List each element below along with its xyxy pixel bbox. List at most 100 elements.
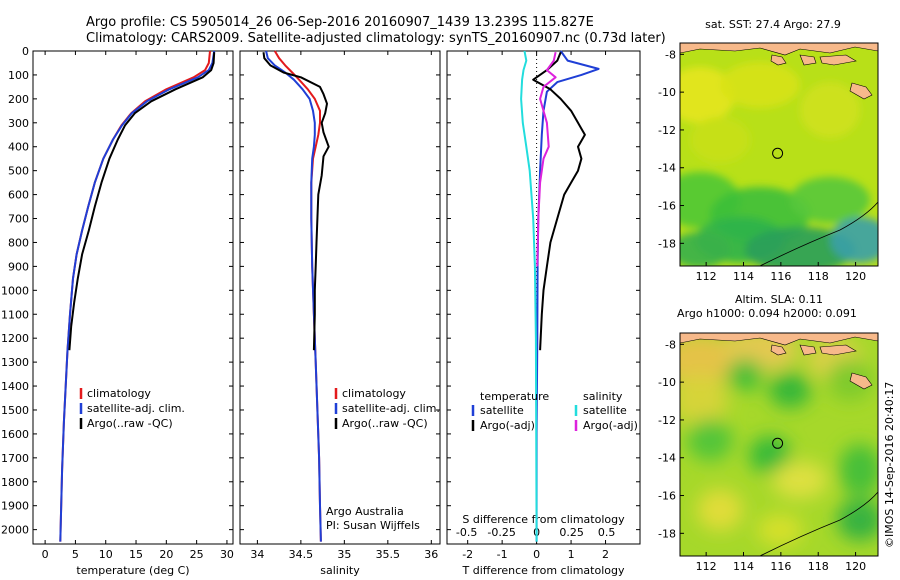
legend-label: satellite	[583, 404, 627, 417]
y-tick-label: 1500	[1, 404, 29, 417]
x-tick-label: 2	[602, 548, 609, 561]
y-tick-label: 600	[8, 189, 29, 202]
map-y-tick-label: -10	[658, 86, 676, 99]
sla-map: 112 114 116 118 120 -8 -10 -12 -14 -16 -18 Altim. S…	[658, 293, 879, 573]
series-line-2	[262, 52, 330, 351]
y-tick-label: 300	[8, 117, 29, 130]
legend-label: climatology	[87, 387, 151, 400]
map-frame	[679, 42, 879, 267]
pi-annotation: Argo Australia	[326, 505, 404, 518]
y-tick-label: 400	[8, 141, 29, 154]
y-tick-label: 700	[8, 213, 29, 226]
map-blob	[720, 62, 800, 108]
legend-label: climatology	[342, 387, 406, 400]
map-x-tick-label: 114	[733, 270, 754, 283]
plot-frame	[32, 50, 234, 545]
land-sumbawa	[819, 54, 857, 66]
map-x-tick-label: 112	[696, 560, 717, 573]
legend-label: satellite-adj. clim.	[342, 402, 440, 415]
map-y-tick-label: -16	[658, 490, 676, 503]
map-field	[680, 333, 878, 556]
map-blob	[839, 444, 878, 496]
map-x-tick-label: 114	[733, 560, 754, 573]
x-tick-label: 36	[424, 548, 438, 561]
temperature-panel: 0100200300400500600700800900100011001200…	[1, 45, 234, 577]
legend-label: Argo(-adj)	[480, 419, 535, 432]
legend-label: Argo(-adj)	[583, 419, 638, 432]
legend-label: Argo(..raw -QC)	[87, 417, 173, 430]
x2-axis-label: S difference from climatology	[462, 513, 625, 526]
map-x-tick-label: 118	[808, 270, 829, 283]
plot-frame	[239, 50, 441, 545]
map-y-tick-label: -8	[665, 48, 676, 61]
x2-tick-label: -0.25	[487, 526, 515, 539]
sst-map: 112 114 116 118 120 -8 -10 -12 -14 -16 -18 sat. SST…	[658, 18, 879, 283]
x-tick-label: 10	[99, 548, 113, 561]
y-tick-label: 1200	[1, 332, 29, 345]
y-tick-label: 1600	[1, 428, 29, 441]
y-tick-label: 200	[8, 93, 29, 106]
x-tick-label: 0	[533, 548, 540, 561]
land-lombok	[799, 54, 817, 66]
x-axis-label: salinity	[320, 564, 360, 577]
x-tick-label: 20	[159, 548, 173, 561]
x-tick-label: 25	[190, 548, 204, 561]
y-tick-label: 1700	[1, 452, 29, 465]
legend-label: Argo(..raw -QC)	[342, 417, 428, 430]
y-tick-label: 1800	[1, 476, 29, 489]
y-tick-label: 500	[8, 165, 29, 178]
map-blob	[769, 372, 811, 408]
map-blob	[690, 117, 750, 163]
x-tick-label: -1	[497, 548, 508, 561]
salinity-panel: 34 34.5 35 35.5 36 salinity climatology satelli…	[239, 50, 441, 577]
series-line-1	[59, 50, 216, 542]
series-line-2	[520, 50, 538, 542]
imos-timestamp: ©IMOS 14-Sep-2016 20:40:17	[883, 382, 896, 548]
x-tick-label: -2	[462, 548, 473, 561]
argo-position-marker	[772, 147, 784, 159]
legend-title: temperature	[480, 390, 549, 403]
map-y-tick-label: -14	[658, 452, 676, 465]
y-tick-label: 100	[8, 69, 29, 82]
x-tick-label: 5	[72, 548, 79, 561]
map-blob	[680, 374, 728, 426]
map-blob	[800, 82, 860, 138]
pi-annotation: PI: Susan Wijffels	[326, 519, 420, 532]
x-axis-label: T difference from climatology	[462, 564, 625, 577]
y-tick-label: 0	[22, 45, 29, 58]
x-tick-label: 15	[129, 548, 143, 561]
map-blob	[680, 232, 730, 266]
australia-coastline	[759, 491, 878, 556]
y-tick-label: 2000	[1, 524, 29, 537]
map-blob	[745, 227, 855, 266]
map-y-tick-label: -8	[665, 338, 676, 351]
series-line-1	[532, 51, 586, 351]
x2-tick-label: 0.5	[598, 526, 616, 539]
y-tick-label: 800	[8, 236, 29, 249]
y-tick-label: 1400	[1, 380, 29, 393]
map-x-tick-label: 118	[808, 560, 829, 573]
difference-panel: -2 -1 0 1 2 T difference from climatology -0.5…	[446, 50, 641, 577]
map-x-tick-label: 116	[770, 270, 791, 283]
x-tick-label: 34	[250, 548, 264, 561]
map-y-tick-label: -14	[658, 162, 676, 175]
map-blobs	[680, 62, 878, 266]
land-java	[680, 43, 878, 56]
y-tick-label: 900	[8, 260, 29, 273]
legend-label: satellite-adj. clim.	[87, 402, 185, 415]
y-tick-label: 1000	[1, 284, 29, 297]
x-tick-label: 1	[568, 548, 575, 561]
argo-position-marker	[772, 437, 784, 449]
map-title: Altim. SLA: 0.11	[735, 293, 823, 306]
map-blob	[749, 436, 791, 474]
map-y-tick-label: -18	[658, 237, 676, 250]
series-line-1	[265, 50, 322, 542]
map-x-tick-label: 120	[845, 560, 866, 573]
map-y-tick-label: -18	[658, 527, 676, 540]
x-axis-label: temperature (deg C)	[76, 564, 189, 577]
x-tick-label: 35	[337, 548, 351, 561]
x-tick-label: 35.5	[376, 548, 401, 561]
map-blob	[757, 514, 803, 546]
y-tick-label: 1300	[1, 356, 29, 369]
